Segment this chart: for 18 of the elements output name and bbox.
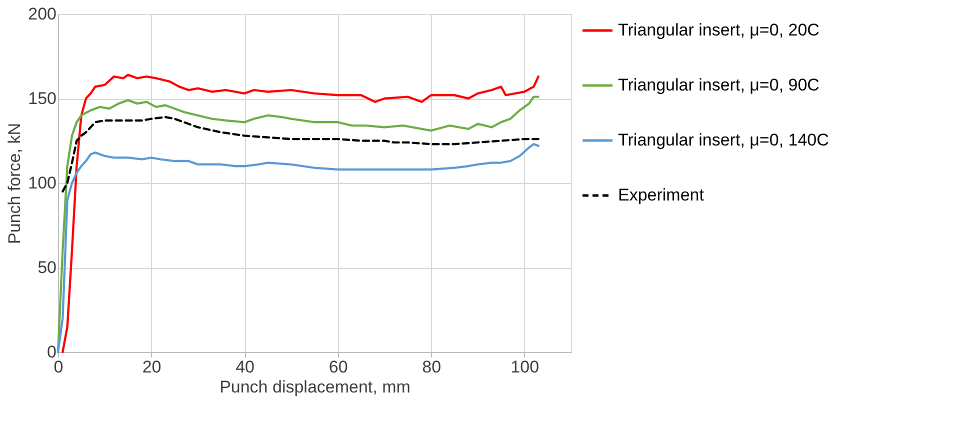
legend-label: Experiment <box>618 186 704 204</box>
y-tick-label: 100 <box>28 174 56 192</box>
y-axis-title: Punch force, kN <box>5 123 24 244</box>
x-tick-label: 20 <box>142 358 162 376</box>
line-series <box>62 116 540 193</box>
y-tick-label: 50 <box>38 258 56 277</box>
y-tick-label: 200 <box>28 4 56 24</box>
legend-label: Triangular insert, μ=0, 20C <box>618 20 820 40</box>
legend-label: Triangular insert, μ=0, 90C <box>618 76 820 94</box>
x-axis-title: Punch displacement, mm <box>220 378 410 396</box>
x-tick-label: 80 <box>422 358 442 376</box>
x-tick-label: 100 <box>510 358 540 376</box>
x-tick-label: 40 <box>236 358 255 376</box>
line-series <box>56 143 540 354</box>
legend-label: Triangular insert, μ=0, 140C <box>618 130 829 150</box>
x-tick-label: 60 <box>328 358 348 376</box>
y-tick-label: 150 <box>28 89 56 108</box>
y-tick-label: 0 <box>47 342 56 362</box>
